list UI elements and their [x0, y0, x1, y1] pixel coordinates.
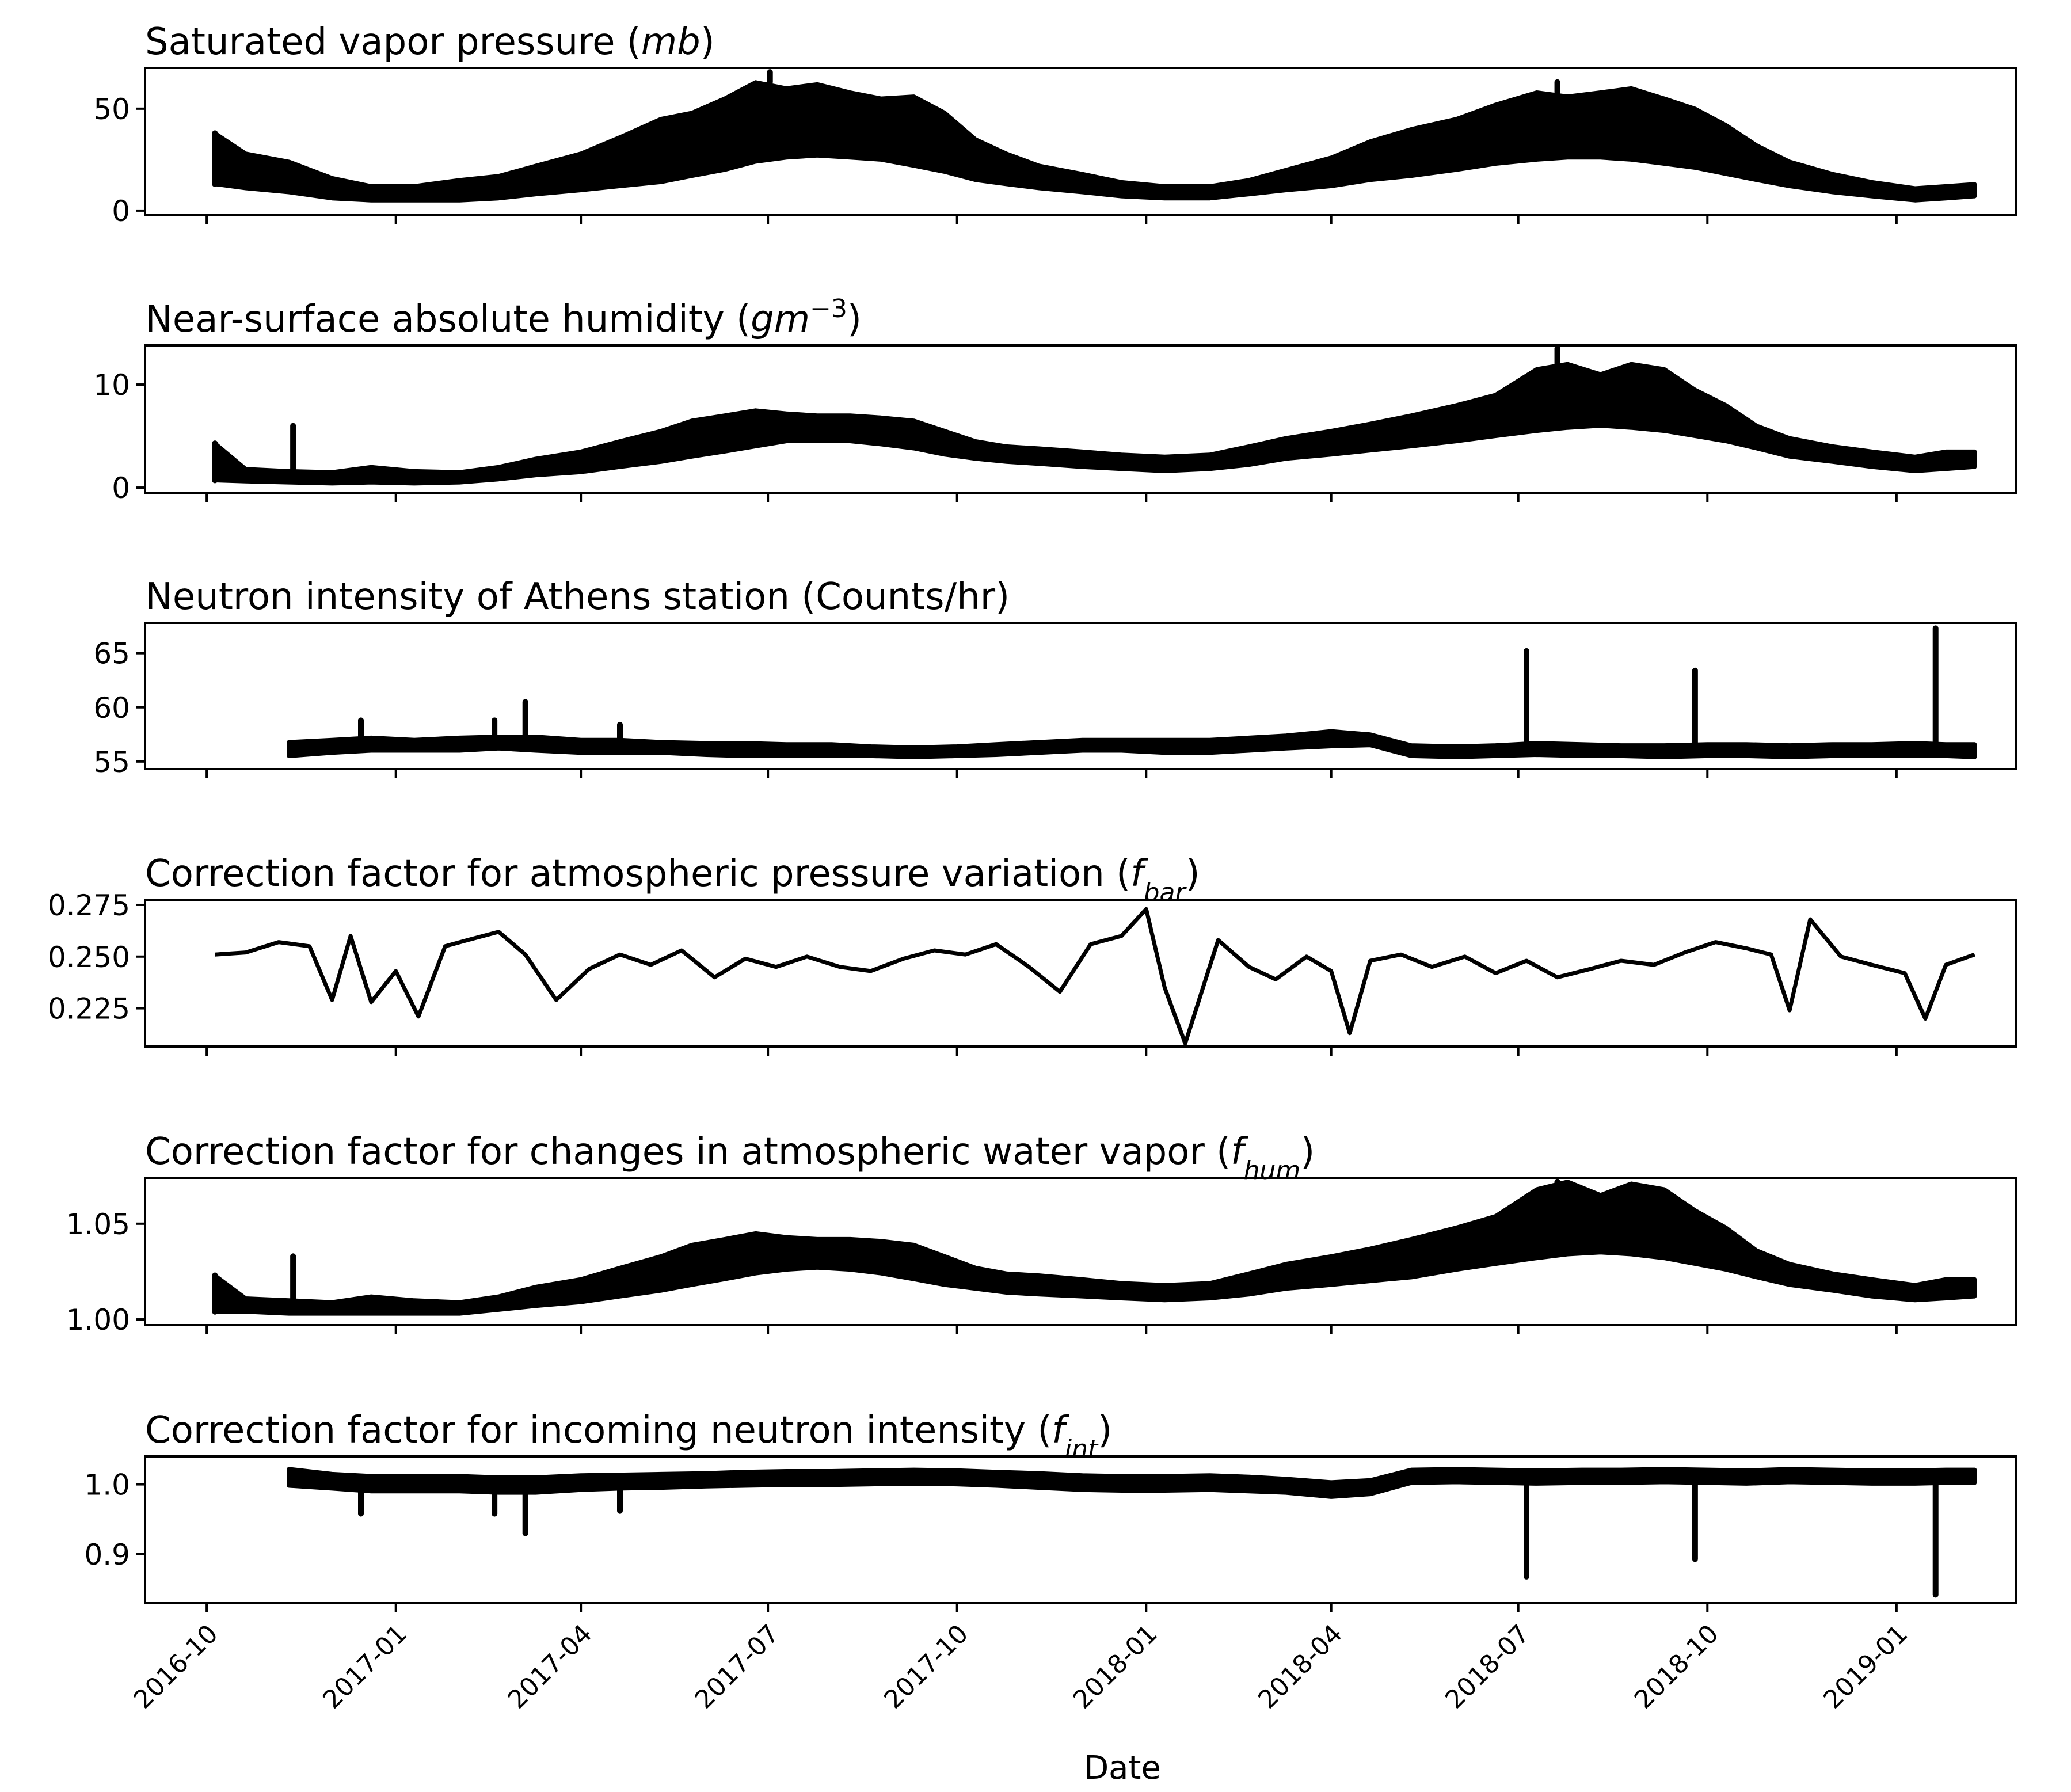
panel-5: Correction factor for changes in atmosph…: [66, 1131, 2017, 1337]
y-tick-label: 65: [93, 637, 130, 671]
plot-frame: [144, 1177, 2017, 1326]
panel-title: Neutron intensity of Athens station (Cou…: [145, 576, 1010, 618]
y-tick-label: 1.05: [66, 1208, 130, 1241]
series-band: [212, 1180, 1977, 1316]
panel-title: Near-surface absolute humidity (gm−3): [145, 294, 862, 341]
panel-2: Near-surface absolute humidity (gm−3) 0 10: [93, 294, 2017, 505]
panel-title: Correction factor for atmospheric pressu…: [145, 853, 1200, 907]
series-band: [287, 1467, 1977, 1499]
plot-frame: [144, 622, 2017, 770]
x-tick-label: 2017-01: [317, 1619, 413, 1714]
y-tick-label: 50: [93, 93, 130, 126]
plot-frame: [144, 344, 2017, 494]
x-axis-label: Date: [1084, 1749, 1161, 1787]
panel-title: Correction factor for changes in atmosph…: [145, 1131, 1315, 1185]
panel-1: Saturated vapor pressure (mb) 0 50: [93, 21, 2017, 228]
panel-title: Saturated vapor pressure (mb): [145, 21, 715, 63]
series-band: [212, 80, 1977, 203]
plot-frame: [144, 1455, 2017, 1604]
y-tick-label: 10: [93, 368, 130, 402]
panel-4: Correction factor for atmospheric pressu…: [48, 853, 2017, 1056]
x-tick-label: 2018-10: [1629, 1619, 1724, 1714]
x-tick-label: 2018-07: [1440, 1619, 1535, 1714]
y-tick-label: 0.250: [48, 941, 130, 974]
y-tick-label: 0.275: [48, 889, 130, 922]
y-tick-label: 0: [112, 471, 130, 505]
x-tick-label: 2017-07: [690, 1619, 785, 1714]
x-tick-label: 2018-04: [1253, 1619, 1348, 1714]
series-band: [212, 362, 1977, 486]
series-line: [215, 907, 1975, 1046]
x-tick-label: 2018-01: [1068, 1619, 1163, 1714]
plot-frame: [144, 67, 2017, 216]
panel-title: Correction factor for incoming neutron i…: [145, 1409, 1112, 1464]
panel-6: Correction factor for incoming neutron i…: [84, 1409, 2017, 1612]
x-tick-label: 2019-01: [1818, 1619, 1913, 1714]
y-tick-label: 0: [112, 195, 130, 228]
x-tick-label: 2017-04: [502, 1619, 598, 1714]
x-tick-label: 2017-10: [878, 1619, 974, 1714]
y-tick-label: 1.00: [66, 1303, 130, 1337]
plot-frame: [144, 899, 2017, 1048]
y-tick-label: 55: [93, 745, 130, 779]
y-tick-label: 60: [93, 691, 130, 725]
series-band: [287, 729, 1977, 759]
panel-3: Neutron intensity of Athens station (Cou…: [93, 576, 2017, 779]
y-tick-label: 1.0: [84, 1468, 130, 1502]
y-tick-label: 0.225: [48, 992, 130, 1026]
x-tick-label: 2016-10: [128, 1619, 224, 1714]
y-tick-label: 0.9: [84, 1538, 130, 1572]
